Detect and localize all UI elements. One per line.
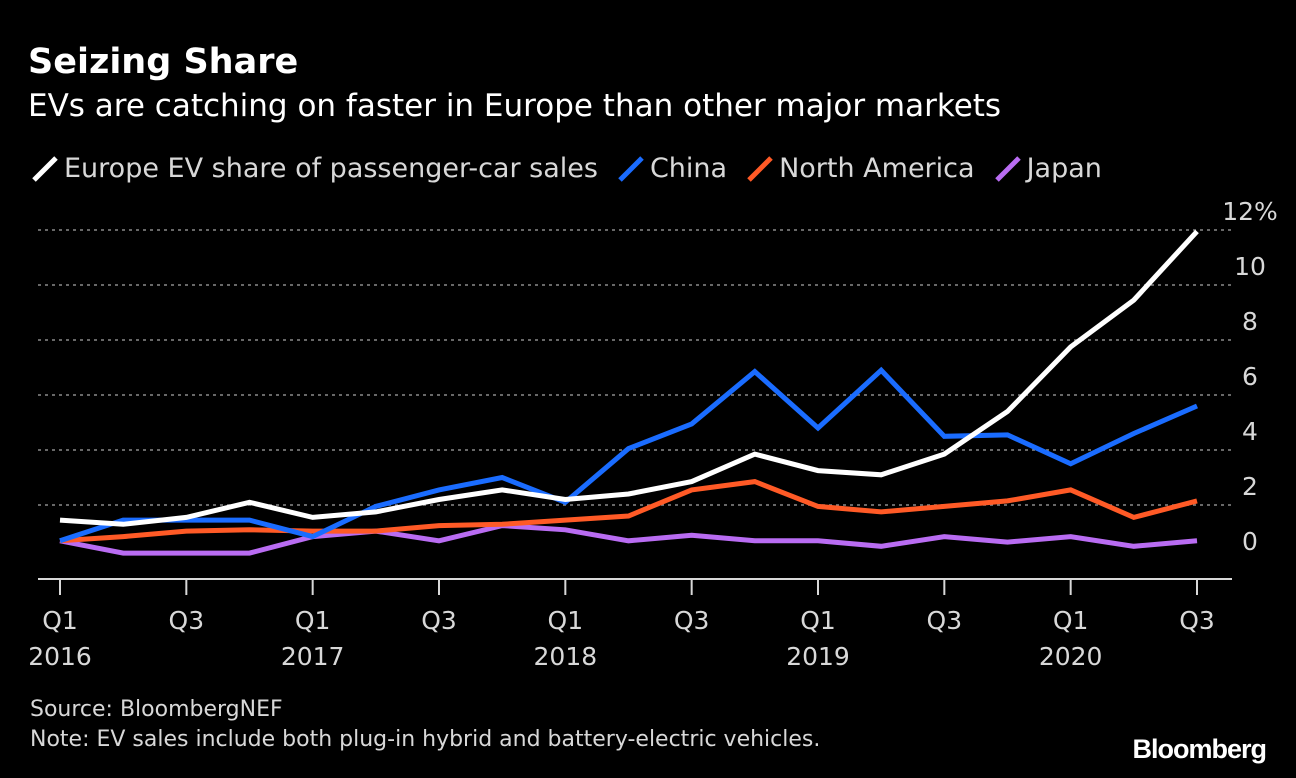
legend-label-china: China — [649, 152, 728, 184]
x-tick-label-quarter: Q3 — [927, 606, 963, 635]
y-tick-label: 10 — [1234, 252, 1266, 281]
x-tick-label-quarter: Q3 — [421, 606, 457, 635]
bloomberg-logo: Bloomberg — [1132, 734, 1267, 764]
x-tick-label-quarter: Q3 — [1179, 606, 1215, 635]
series-line-china — [59, 366, 1198, 544]
x-tick-label-year: 2017 — [281, 642, 345, 671]
y-tick-label: 12% — [1222, 197, 1278, 226]
y-axis-tick-labels: 0 2 4 6 8 10 12% — [1222, 197, 1278, 556]
y-tick-label: 0 — [1242, 527, 1258, 556]
legend-item-japan: Japan — [991, 151, 1102, 185]
x-tick-label-quarter: Q3 — [674, 606, 710, 635]
x-axis: Q1 2016 Q3 Q1 2017 Q3 Q1 2018 Q3 Q1 2019 Q3 Q1 2020 Q3 — [28, 578, 1232, 671]
x-tick-label-quarter: Q1 — [800, 606, 836, 635]
series-line-europe — [59, 229, 1199, 527]
legend-swatch-north-america — [747, 156, 773, 182]
series-lines — [59, 229, 1199, 556]
gridlines — [38, 229, 1232, 506]
legend-label-europe: Europe EV share of passenger-car sales — [64, 152, 598, 184]
chart-title: Seizing Share — [28, 42, 299, 82]
x-tick-label-year: 2019 — [786, 642, 850, 671]
legend-swatch-japan — [994, 156, 1021, 182]
x-tick-label-quarter: Q1 — [1053, 606, 1089, 635]
legend-item-north-america: North America — [743, 151, 975, 185]
x-tick-label-year: 2020 — [1039, 642, 1103, 671]
legend-label-north-america: North America — [779, 152, 975, 184]
legend-swatch-china — [618, 156, 644, 182]
x-tick-label-year: 2018 — [534, 642, 598, 671]
x-tick-label-quarter: Q1 — [548, 606, 584, 635]
legend-swatch-europe — [32, 156, 58, 182]
x-tick-label-quarter: Q3 — [169, 606, 205, 635]
chart-legend: Europe EV share of passenger-car sales C… — [28, 146, 1118, 190]
series-line-japan — [59, 523, 1198, 556]
y-tick-label: 2 — [1242, 472, 1258, 501]
x-tick-label-quarter: Q1 — [42, 606, 78, 635]
series-line-north — [59, 479, 1198, 544]
x-tick-label-year: 2016 — [28, 642, 92, 671]
x-tick-label-quarter: Q1 — [295, 606, 331, 635]
y-tick-label: 8 — [1242, 307, 1258, 336]
chart-subtitle: EVs are catching on faster in Europe tha… — [28, 88, 1002, 124]
footnote: Note: EV sales include both plug-in hybr… — [30, 727, 821, 752]
y-tick-label: 4 — [1242, 417, 1258, 446]
source-note: Source: BloombergNEF — [30, 697, 283, 722]
y-tick-label: 6 — [1242, 362, 1258, 391]
legend-item-china: China — [614, 151, 727, 185]
legend-label-japan: Japan — [1026, 152, 1102, 184]
legend-item-europe: Europe EV share of passenger-car sales — [28, 151, 598, 185]
